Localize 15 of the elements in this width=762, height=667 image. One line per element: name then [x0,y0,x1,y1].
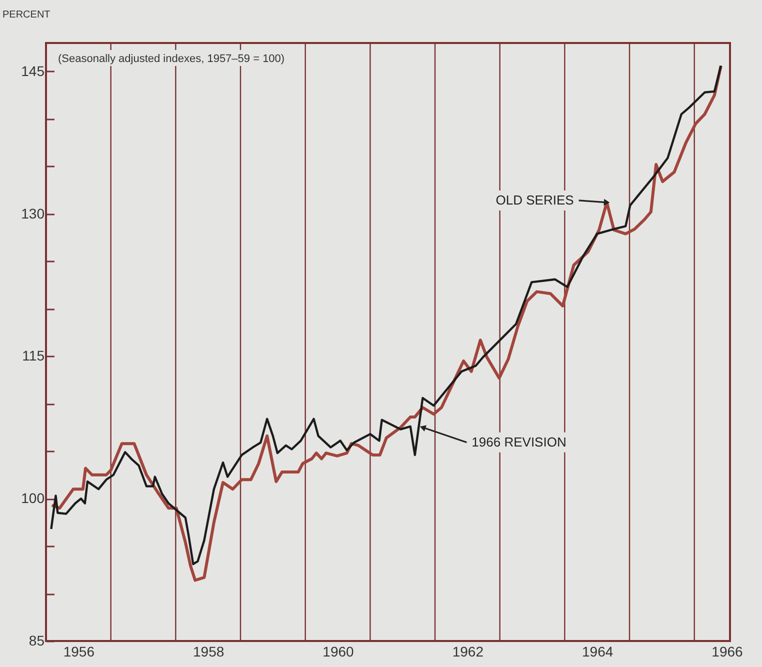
y-tick-label: 145 [21,62,45,79]
x-tick-label: 1958 [193,644,224,660]
y-tick-label: 130 [21,205,45,222]
annotation: 1966 REVISION [472,434,566,450]
x-tick-label: 1962 [452,644,484,660]
y-axis-title: PERCENT [2,10,50,20]
y-tick-label: 115 [22,348,45,364]
annotation: (Seasonally adjusted indexes, 1957–59 = 100) [58,53,285,65]
x-tick-label: 1960 [322,644,354,660]
x-tick-label: 1966 [712,644,744,660]
annotation: OLD SERIES [496,192,574,208]
x-tick-label: 1964 [582,644,614,660]
y-tick-label: 85 [28,632,45,648]
y-tick-label: 100 [21,490,45,506]
x-tick-label: 1956 [63,644,95,660]
